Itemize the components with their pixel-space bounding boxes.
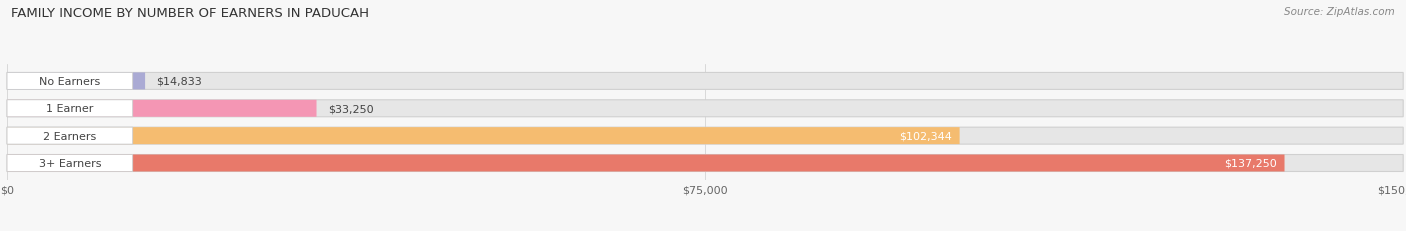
FancyBboxPatch shape	[7, 100, 1403, 117]
Text: $137,250: $137,250	[1225, 158, 1277, 168]
FancyBboxPatch shape	[7, 128, 960, 145]
Text: $102,344: $102,344	[900, 131, 952, 141]
FancyBboxPatch shape	[7, 73, 1403, 90]
FancyBboxPatch shape	[7, 128, 132, 145]
FancyBboxPatch shape	[7, 155, 132, 172]
Text: 2 Earners: 2 Earners	[44, 131, 97, 141]
Text: $14,833: $14,833	[156, 77, 202, 87]
Text: No Earners: No Earners	[39, 77, 100, 87]
Text: Source: ZipAtlas.com: Source: ZipAtlas.com	[1284, 7, 1395, 17]
FancyBboxPatch shape	[7, 73, 145, 90]
Text: FAMILY INCOME BY NUMBER OF EARNERS IN PADUCAH: FAMILY INCOME BY NUMBER OF EARNERS IN PA…	[11, 7, 370, 20]
FancyBboxPatch shape	[7, 100, 316, 117]
Text: 1 Earner: 1 Earner	[46, 104, 94, 114]
FancyBboxPatch shape	[7, 155, 1403, 172]
FancyBboxPatch shape	[7, 128, 1403, 145]
FancyBboxPatch shape	[7, 73, 132, 90]
FancyBboxPatch shape	[7, 100, 132, 117]
FancyBboxPatch shape	[7, 155, 1285, 172]
Text: $33,250: $33,250	[328, 104, 374, 114]
Text: 3+ Earners: 3+ Earners	[38, 158, 101, 168]
